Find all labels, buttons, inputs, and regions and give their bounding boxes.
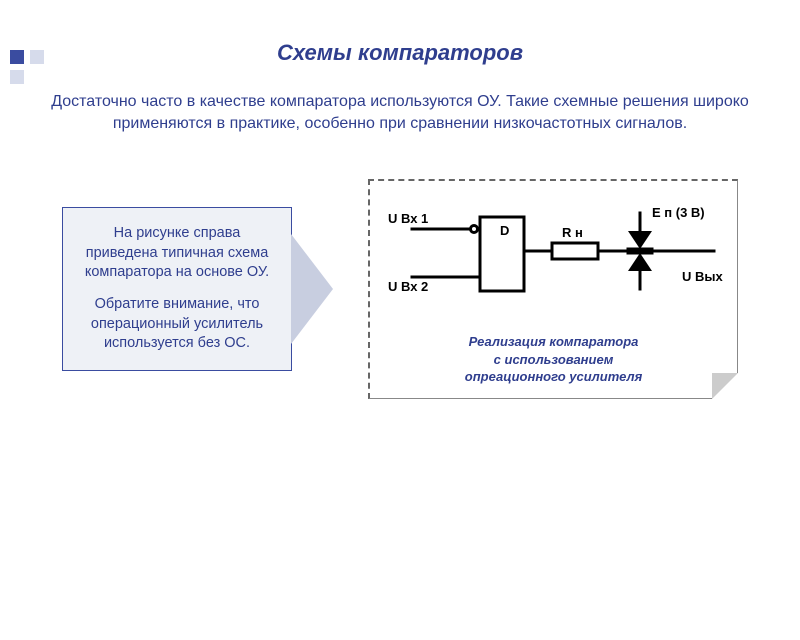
- label-d: D: [500, 223, 509, 238]
- caption-line-1: Реализация компаратора: [380, 333, 727, 351]
- diagram-panel: U Вх 1 U Вх 2 D R н E п (3 В) U Вых Реал…: [368, 179, 738, 399]
- label-ep: E п (3 В): [652, 205, 705, 220]
- circuit-diagram: U Вх 1 U Вх 2 D R н E п (3 В) U Вых: [384, 195, 724, 325]
- intro-text: Достаточно часто в качестве компаратора …: [40, 91, 760, 134]
- label-rn: R н: [562, 225, 583, 240]
- label-uout: U Вых: [682, 269, 723, 284]
- content-row: На рисунке справа приведена типичная схе…: [0, 179, 800, 399]
- corner-decoration: [10, 50, 90, 100]
- arrow-icon: [291, 234, 333, 344]
- label-uin2: U Вх 2: [388, 279, 428, 294]
- diagram-caption: Реализация компаратора с использованием …: [380, 333, 727, 386]
- caption-line-2: с использованием: [380, 351, 727, 369]
- page-title: Схемы компараторов: [0, 40, 800, 66]
- left-callout-box: На рисунке справа приведена типичная схе…: [62, 207, 292, 370]
- left-callout-p1: На рисунке справа приведена типичная схе…: [77, 224, 277, 283]
- label-uin1: U Вх 1: [388, 211, 428, 226]
- left-callout-p2: Обратите внимание, что операционный усил…: [77, 295, 277, 354]
- caption-line-3: опреационного усилителя: [380, 368, 727, 386]
